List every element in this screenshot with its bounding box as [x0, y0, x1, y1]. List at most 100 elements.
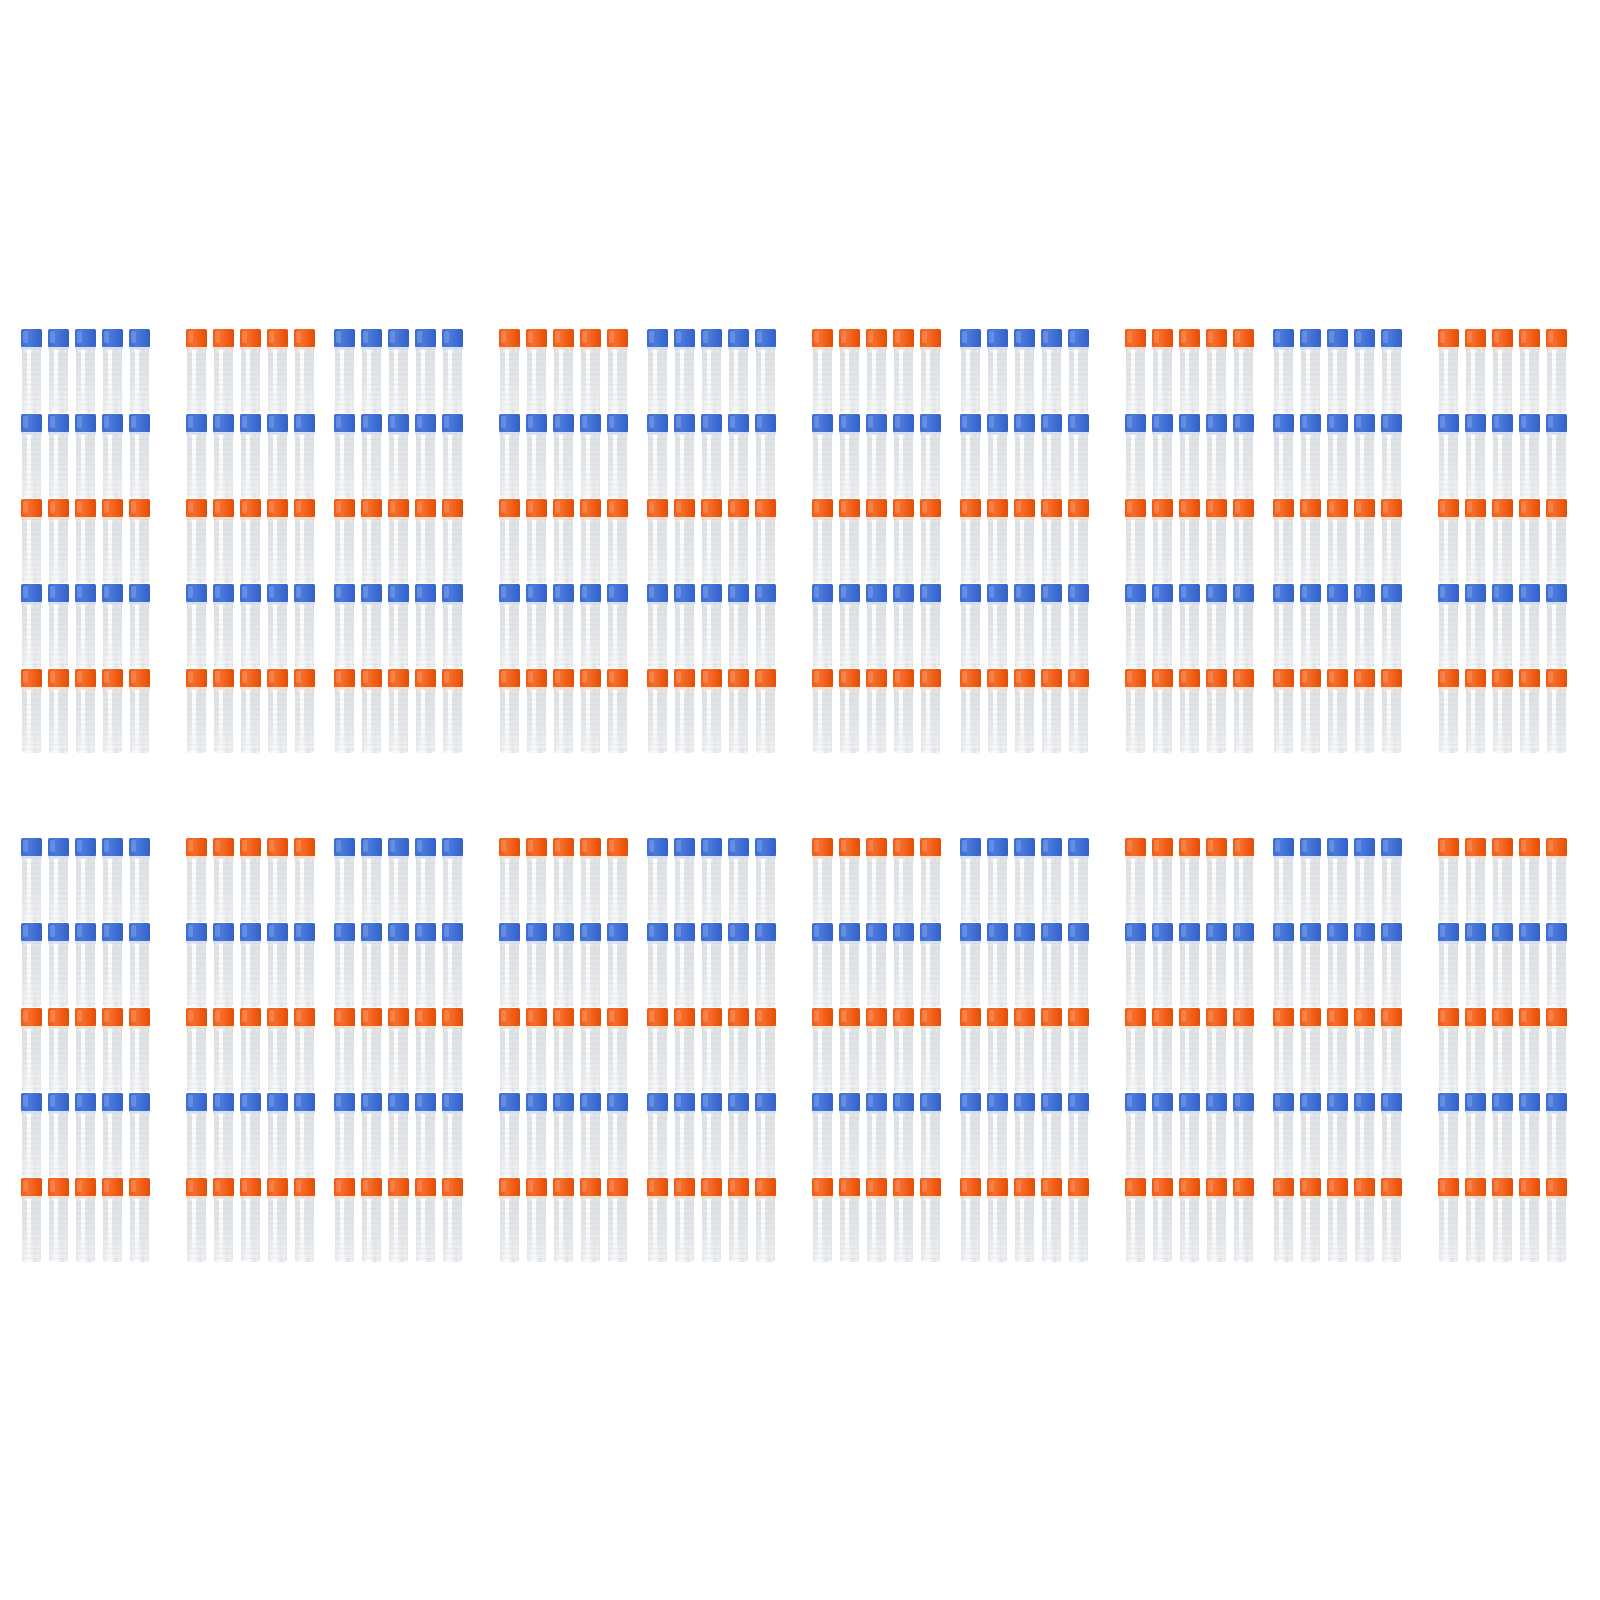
orange-cap-icon	[1519, 329, 1540, 347]
blue-cap-icon	[1206, 923, 1227, 941]
tube-group	[812, 838, 947, 1263]
cap-rim	[1381, 1111, 1402, 1114]
cap-rim	[866, 856, 887, 859]
cap-rim	[1327, 432, 1348, 435]
cap-rim	[812, 517, 833, 520]
tube-body	[840, 858, 859, 922]
cap-rim	[75, 941, 96, 944]
sample-tube	[1233, 923, 1254, 1007]
sample-tube	[48, 584, 69, 668]
sample-tube	[1233, 329, 1254, 413]
orange-cap-icon	[1041, 669, 1062, 687]
cap-rim	[240, 432, 261, 435]
tube-body	[840, 434, 859, 498]
cap-rim	[839, 1026, 860, 1029]
blue-cap-icon	[1546, 584, 1567, 602]
orange-cap-icon	[674, 1008, 695, 1026]
sample-tube	[21, 414, 42, 498]
tube-body	[988, 604, 1007, 668]
cap-rim	[1465, 856, 1486, 859]
sample-tube	[607, 414, 628, 498]
sample-tube	[1381, 329, 1402, 413]
tube-row	[647, 838, 776, 922]
orange-cap-icon	[1492, 1008, 1513, 1026]
tube-body	[1382, 1028, 1401, 1092]
tube-body	[416, 943, 435, 1007]
tube-body	[581, 1028, 600, 1092]
tube-body	[1301, 349, 1320, 413]
cap-rim	[526, 1111, 547, 1114]
blue-cap-icon	[960, 1093, 981, 1111]
sample-tube	[388, 584, 409, 668]
sample-tube	[1546, 329, 1567, 413]
cap-rim	[526, 602, 547, 605]
orange-cap-icon	[499, 669, 520, 687]
sample-tube	[1438, 1008, 1459, 1092]
tube-body	[362, 349, 381, 413]
cap-rim	[1327, 1111, 1348, 1114]
blue-cap-icon	[647, 584, 668, 602]
tube-body	[608, 349, 627, 413]
tube-body	[1015, 604, 1034, 668]
sample-tube	[21, 499, 42, 583]
sample-tube	[1233, 1093, 1254, 1177]
sample-tube	[866, 923, 887, 1007]
tube-body	[295, 858, 314, 922]
sample-tube	[920, 584, 941, 668]
blue-cap-icon	[674, 414, 695, 432]
tube-body	[268, 1028, 287, 1092]
tube-body	[648, 1113, 667, 1177]
cap-rim	[607, 1026, 628, 1029]
orange-cap-icon	[1381, 499, 1402, 517]
tube-row	[186, 923, 315, 1007]
cap-rim	[1327, 687, 1348, 690]
tube-body	[702, 604, 721, 668]
tube-body	[648, 858, 667, 922]
cap-rim	[674, 1026, 695, 1029]
tube-body	[1439, 1028, 1458, 1092]
tube-body	[362, 1113, 381, 1177]
cap-rim	[755, 1026, 776, 1029]
orange-cap-icon	[839, 1008, 860, 1026]
orange-cap-icon	[893, 669, 914, 687]
blue-cap-icon	[334, 329, 355, 347]
cap-rim	[580, 1111, 601, 1114]
tube-row	[334, 1093, 463, 1177]
tube-body	[214, 604, 233, 668]
tube-body	[1069, 1028, 1088, 1092]
blue-cap-icon	[361, 414, 382, 432]
blue-cap-icon	[415, 329, 436, 347]
sample-tube	[866, 499, 887, 583]
orange-cap-icon	[21, 1008, 42, 1026]
cap-rim	[388, 941, 409, 944]
tube-body	[295, 1028, 314, 1092]
cap-rim	[1327, 347, 1348, 350]
cap-rim	[987, 856, 1008, 859]
tube-body	[581, 1198, 600, 1262]
cap-rim	[1125, 1111, 1146, 1114]
sample-tube	[866, 414, 887, 498]
cap-rim	[607, 347, 628, 350]
blue-cap-icon	[1179, 584, 1200, 602]
sample-tube	[102, 669, 123, 753]
tube-body	[335, 604, 354, 668]
cap-rim	[866, 347, 887, 350]
cap-rim	[960, 687, 981, 690]
tube-body	[527, 1028, 546, 1092]
cap-rim	[526, 941, 547, 944]
tube-body	[675, 1113, 694, 1177]
orange-cap-icon	[1465, 1178, 1486, 1196]
tube-body	[867, 519, 886, 583]
cap-rim	[1465, 602, 1486, 605]
sample-tube	[75, 584, 96, 668]
blue-cap-icon	[1152, 1093, 1173, 1111]
tube-row	[812, 1008, 941, 1092]
blue-cap-icon	[1206, 584, 1227, 602]
tube-body	[1547, 858, 1566, 922]
blue-cap-icon	[1233, 1093, 1254, 1111]
tube-row	[647, 329, 776, 413]
cap-rim	[129, 517, 150, 520]
sample-tube	[1041, 1093, 1062, 1177]
blue-cap-icon	[1273, 838, 1294, 856]
orange-cap-icon	[920, 1008, 941, 1026]
